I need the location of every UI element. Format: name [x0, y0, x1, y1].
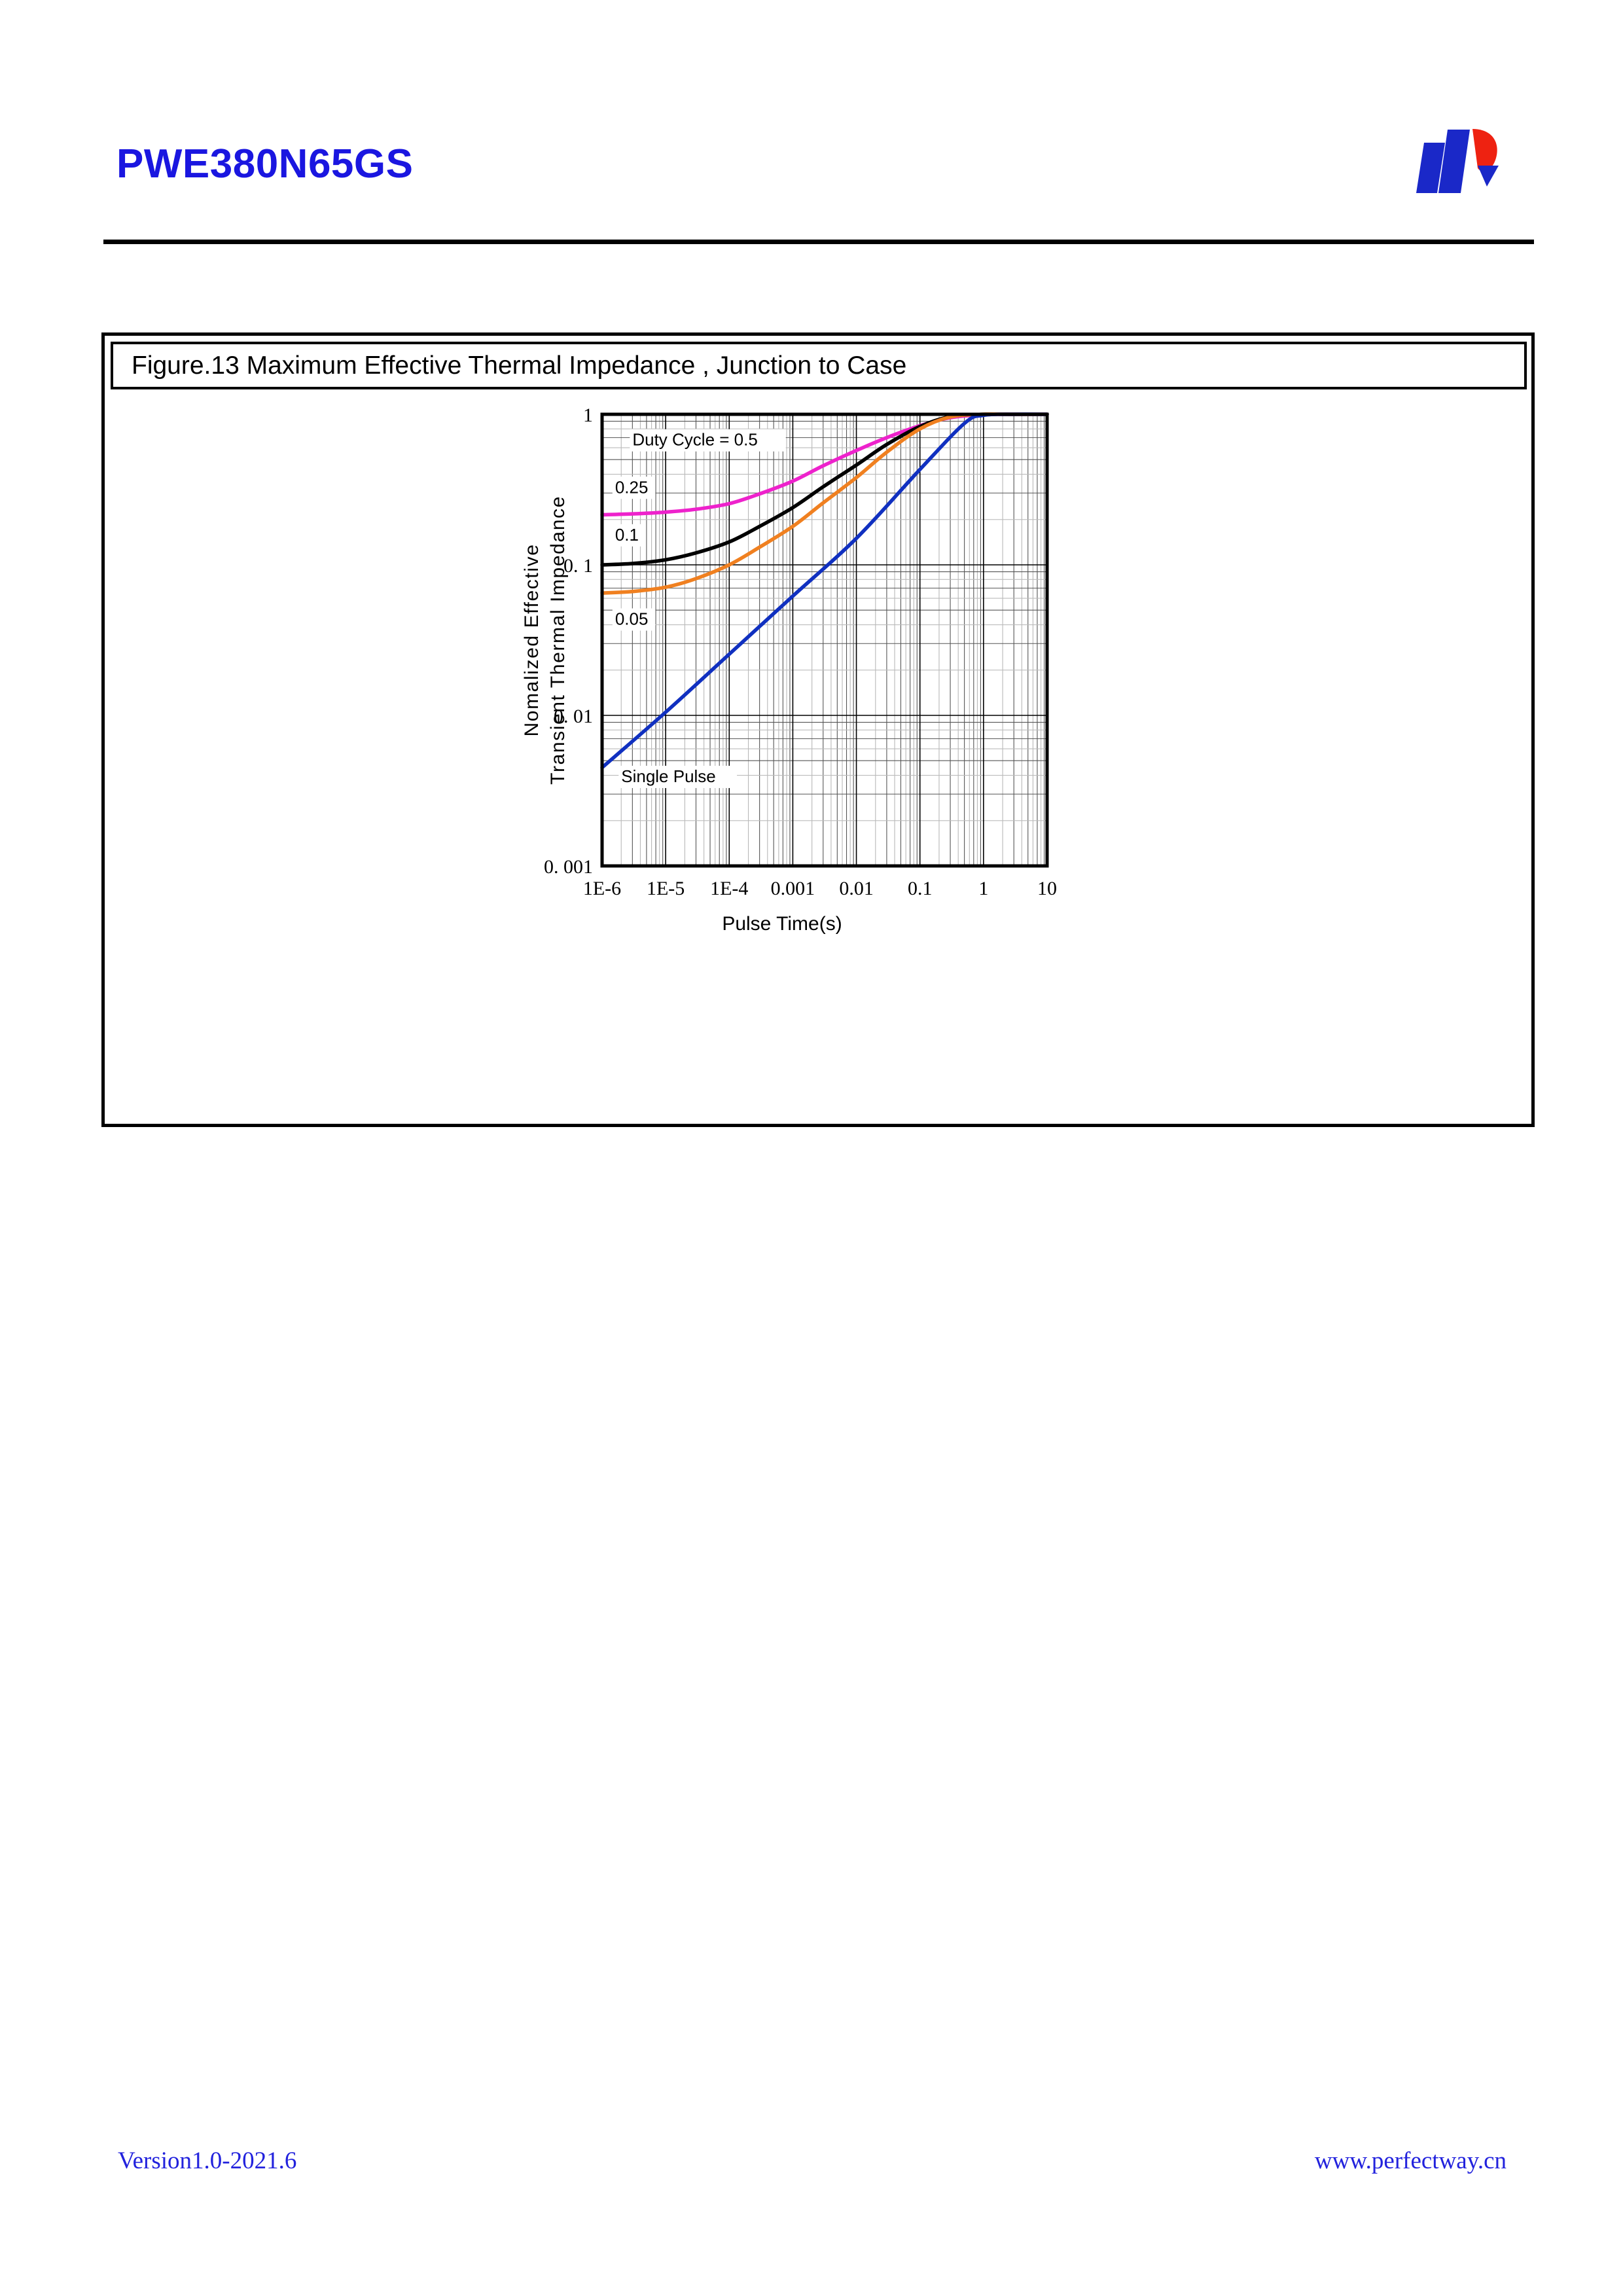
page-header: PWE380N65GS — [0, 0, 1623, 249]
chart-y-axis-title-line2: Transient Thermal Impedance — [547, 495, 569, 785]
figure-caption: Figure.13 Maximum Effective Thermal Impe… — [132, 351, 907, 380]
duty-cycle-0p25-label: 0.25 — [615, 477, 649, 497]
page-title: PWE380N65GS — [116, 141, 414, 187]
thermal-impedance-chart: 1E-6 1E-5 1E-4 0.001 0.01 0.1 1 10 1 0. 1 0. 01 0.… — [524, 404, 1057, 935]
chart-y-axis-title-line1: Nomalized Effective — [524, 544, 543, 737]
y-tick-label: 0. 01 — [554, 706, 593, 727]
x-tick-label: 1 — [978, 878, 988, 899]
y-tick-label: 0. 1 — [563, 555, 593, 577]
x-tick-label: 10 — [1037, 878, 1057, 899]
duty-cycle-0p05-label: 0.05 — [615, 609, 649, 629]
plot-frame — [600, 412, 1049, 868]
chart-x-axis-title: Pulse Time(s) — [722, 913, 842, 935]
x-tick-label: 0.001 — [771, 878, 815, 899]
x-tick-label: 1E-6 — [583, 878, 621, 899]
annotation-backdrop — [630, 429, 786, 452]
single-pulse-label: Single Pulse — [621, 766, 716, 786]
header-divider — [103, 240, 1534, 244]
figure-container: Figure.13 Maximum Effective Thermal Impe… — [101, 332, 1535, 1127]
perfectway-w-logo-icon — [1416, 129, 1499, 193]
footer-version: Version1.0-2021.6 — [118, 2147, 297, 2174]
annotation-backdrop — [618, 766, 738, 789]
annotation-backdrop — [612, 608, 656, 631]
annotation-backdrop — [612, 524, 647, 547]
figure-caption-bar: Figure.13 Maximum Effective Thermal Impe… — [111, 342, 1527, 389]
x-tick-label: 1E-5 — [647, 878, 685, 899]
y-tick-label: 1 — [583, 404, 593, 426]
chart-area: 1E-6 1E-5 1E-4 0.001 0.01 0.1 1 10 1 0. 1 0. 01 0.… — [105, 395, 1531, 1124]
chart-y-tick-labels: 1 0. 1 0. 01 0. 001 — [544, 404, 593, 878]
footer-website-link[interactable]: www.perfectway.cn — [1314, 2147, 1507, 2174]
page-footer: Version1.0-2021.6 www.perfectway.cn — [0, 2147, 1623, 2206]
x-tick-label: 0.01 — [839, 878, 874, 899]
duty-cycle-0p5-label: Duty Cycle = 0.5 — [632, 430, 757, 450]
chart-grid-minor — [602, 414, 1047, 866]
x-tick-label: 1E-4 — [710, 878, 748, 899]
chart-x-tick-labels: 1E-6 1E-5 1E-4 0.001 0.01 0.1 1 10 — [583, 878, 1057, 899]
annotation-backdrop — [612, 476, 656, 499]
y-tick-label: 0. 001 — [544, 856, 593, 878]
x-tick-label: 0.1 — [908, 878, 933, 899]
chart-annotations: Duty Cycle = 0.5 0.25 0.1 0.05 Single Pulse — [612, 429, 786, 789]
duty-cycle-0p1-label: 0.1 — [615, 525, 639, 545]
